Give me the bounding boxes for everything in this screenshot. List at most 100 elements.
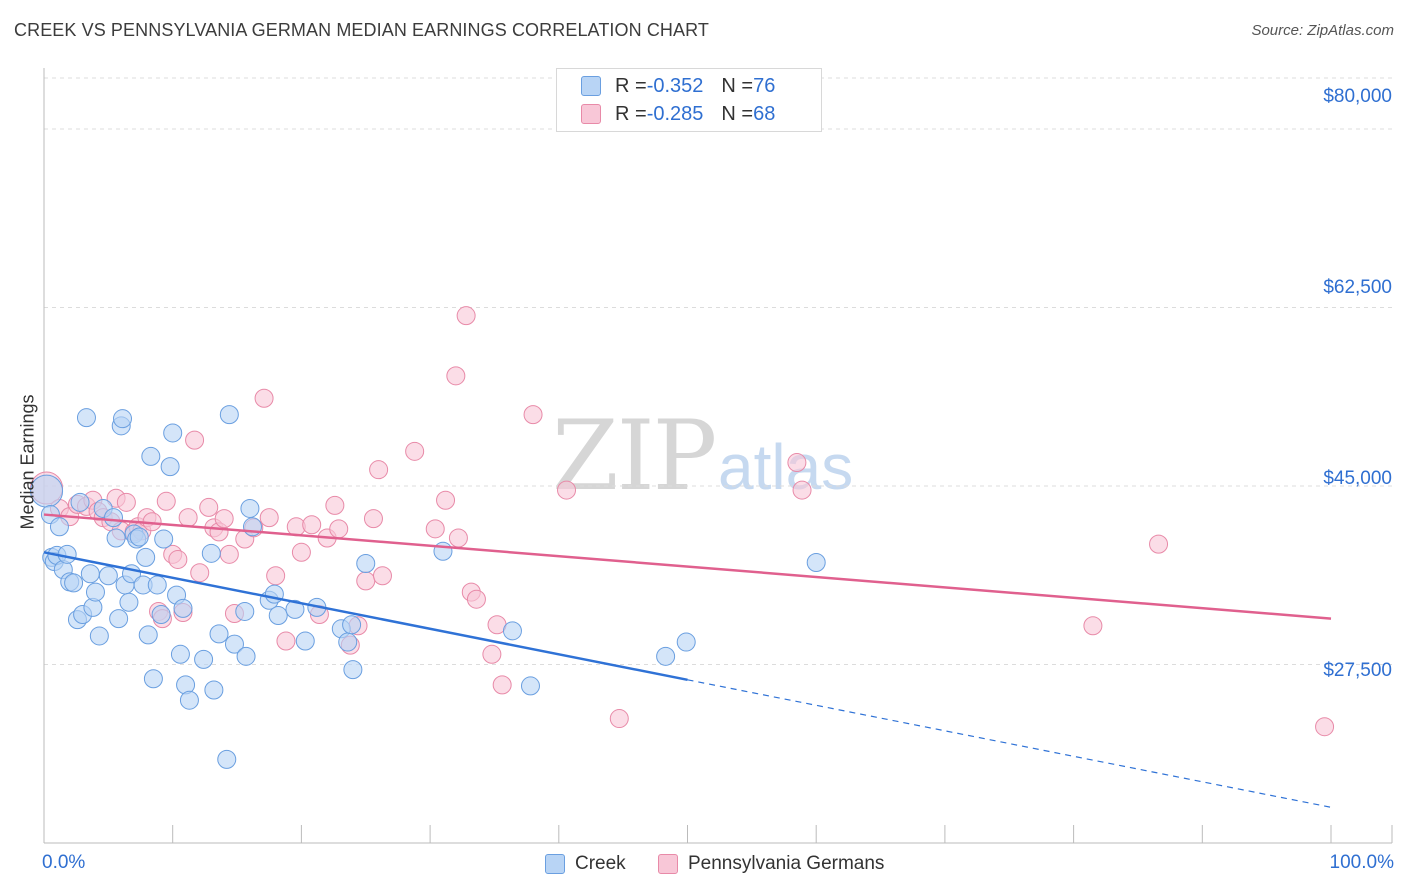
creek-point [224, 634, 244, 654]
creek-point [179, 690, 199, 710]
pg-point [178, 508, 198, 528]
axes [43, 68, 1393, 844]
creek-point [236, 646, 256, 666]
creek-point [103, 508, 123, 528]
creek-point [209, 624, 229, 644]
pg-point [276, 631, 296, 651]
pg-point [436, 490, 456, 510]
bottom-legend-creek[interactable]: Creek [545, 851, 626, 877]
creek-point [217, 749, 237, 769]
creek-point [113, 409, 133, 429]
creek-point [173, 598, 193, 618]
watermark-zip: ZIP [552, 400, 717, 512]
creek-legend-swatch [545, 854, 565, 874]
creek-point [109, 609, 129, 629]
creek-point [204, 680, 224, 700]
legend-r-label: R = [615, 102, 647, 125]
pg-point [1083, 616, 1103, 636]
creek-point [343, 660, 363, 680]
pg-point [448, 528, 468, 548]
creek-point [520, 676, 540, 696]
pg-point [168, 549, 188, 569]
pg-point [190, 563, 210, 583]
pg-point [266, 566, 286, 586]
creek-point [136, 547, 156, 567]
pg-legend-swatch [658, 854, 678, 874]
creek-point [49, 517, 69, 537]
creek-point [154, 529, 174, 549]
bottom-legend-pg[interactable]: Pennsylvania Germans [658, 851, 884, 877]
pg-point [214, 509, 234, 529]
creek-point [201, 543, 221, 563]
stats-legend: R = -0.352 N = 76 R = -0.285 N = 68 [556, 68, 822, 132]
x-tick-label-min: 0.0% [42, 852, 86, 873]
pg-point [405, 441, 425, 461]
legend-n-value: 76 [753, 74, 776, 97]
y-axis-title: Median Earnings [17, 394, 38, 530]
pg-trend-line [43, 513, 1332, 620]
gridlines [44, 77, 1392, 665]
pg-point [557, 480, 577, 500]
pg-point [325, 495, 345, 515]
pg-swatch [581, 104, 601, 124]
creek-point [141, 446, 161, 466]
pg-point [356, 571, 376, 591]
creek-point [356, 554, 376, 574]
pg-point [792, 480, 812, 500]
creek-trend-line [43, 551, 688, 682]
y-tick-label-80000: $80,000 [1323, 86, 1392, 107]
creek-point [85, 582, 105, 602]
pg-point [1149, 534, 1169, 554]
creek-point [676, 632, 696, 652]
pg-point [291, 542, 311, 562]
chart-title: CREEK VS PENNSYLVANIA GERMAN MEDIAN EARN… [14, 20, 709, 40]
creek-point [502, 621, 522, 641]
creek-point [151, 605, 171, 625]
creek-point [64, 573, 84, 593]
pg-point [369, 460, 389, 480]
y-tick-label-62500: $62,500 [1323, 277, 1392, 298]
legend-row-pg: R = -0.285 N = 68 [581, 102, 775, 126]
y-tick-label-27500: $27,500 [1323, 660, 1392, 681]
creek-point [240, 498, 260, 518]
pg-point [185, 430, 205, 450]
creek-point [338, 632, 358, 652]
pg-point [1315, 717, 1335, 737]
pg-point [466, 589, 486, 609]
creek-point [119, 592, 139, 612]
pg-point [254, 388, 274, 408]
creek-point [57, 544, 77, 564]
trend-lines [43, 513, 1332, 808]
pg-point [329, 519, 349, 539]
legend-r-value: -0.285 [646, 102, 704, 125]
creek-points [30, 405, 826, 769]
pg-point [787, 453, 807, 473]
creek-point [170, 644, 190, 664]
creek-point [342, 615, 362, 635]
creek-point [219, 405, 239, 425]
legend-r-label: R = [615, 74, 647, 97]
legend-n-value: 68 [753, 102, 776, 125]
creek-point [235, 601, 255, 621]
creek-point [80, 564, 100, 584]
creek-point [76, 408, 96, 428]
creek-point [194, 649, 214, 669]
pg-point [199, 497, 219, 517]
watermark-atlas: atlas [718, 431, 854, 503]
creek-point [160, 457, 180, 477]
creek-point [147, 575, 167, 595]
pg-point [372, 566, 392, 586]
legend-n-label: N = [721, 102, 754, 125]
creek-point [70, 492, 90, 512]
creek-point [656, 646, 676, 666]
creek-trend-extension [687, 679, 1332, 808]
creek-point [98, 566, 118, 586]
creek-point [433, 541, 453, 561]
creek-point [285, 599, 305, 619]
creek-point [268, 606, 288, 626]
legend-n-label: N = [721, 74, 754, 97]
pg-point [523, 405, 543, 425]
pg-point [456, 306, 476, 326]
pg-point [446, 366, 466, 386]
